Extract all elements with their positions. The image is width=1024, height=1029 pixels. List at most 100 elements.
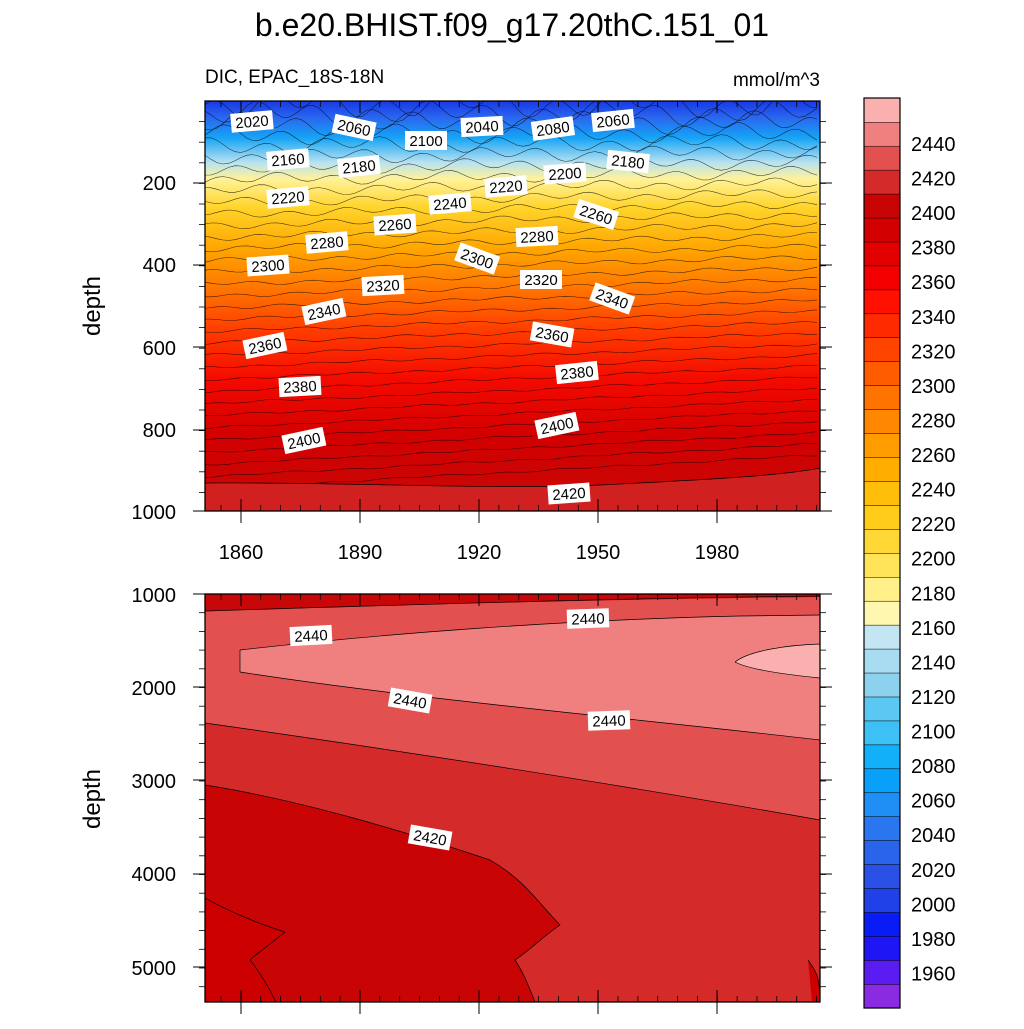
- contour-label: 2160: [266, 148, 310, 171]
- svg-text:2320: 2320: [524, 272, 557, 289]
- contour-label: 2400: [281, 426, 327, 455]
- chart-title: b.e20.BHIST.f09_g17.20thC.151_01: [255, 7, 769, 43]
- svg-text:2320: 2320: [366, 277, 400, 296]
- colorbar-box: [863, 816, 901, 841]
- contour-line: [205, 222, 818, 241]
- xtick-label: 1920: [457, 542, 502, 564]
- colorbar-box: [863, 217, 901, 243]
- colorbar-frame: [863, 97, 901, 1009]
- contour-line: [205, 333, 818, 356]
- xtick-label: 1950: [576, 542, 621, 564]
- colorbar-box: [863, 911, 901, 937]
- svg-text:2300: 2300: [251, 257, 285, 276]
- contour-line: [205, 288, 818, 309]
- contour-line: [205, 431, 818, 466]
- top-ytick-label: 600: [143, 338, 176, 360]
- bottom-ytick-label: 2000: [132, 678, 177, 700]
- svg-text:2280: 2280: [520, 228, 554, 247]
- svg-text:2040: 2040: [465, 118, 499, 137]
- top-panel-ticks: [193, 101, 832, 523]
- contour-line: [205, 722, 820, 821]
- contour-line: [205, 387, 818, 416]
- chart-units: mmol/m^3: [733, 70, 820, 91]
- svg-text:2420: 2420: [552, 485, 586, 504]
- colorbar-box: [863, 720, 901, 746]
- contour-line: [205, 595, 820, 612]
- contour-line: [239, 671, 820, 741]
- svg-text:2260: 2260: [378, 216, 412, 235]
- contour-label: 2080: [530, 116, 576, 141]
- contour-line: [205, 122, 818, 145]
- top-ytick-label: 1000: [132, 502, 177, 524]
- contour-label: 2440: [387, 687, 433, 714]
- svg-text:2180: 2180: [610, 152, 645, 172]
- colorbar-box: [863, 169, 901, 195]
- colorbar-box: [863, 672, 901, 698]
- svg-text:2200: 2200: [548, 165, 582, 184]
- contour-label: 2300: [246, 254, 290, 277]
- svg-text:2160: 2160: [271, 151, 306, 171]
- contour-label: 2220: [266, 186, 310, 209]
- colorbar-box: [863, 744, 901, 770]
- contour-label: 2060: [331, 113, 377, 142]
- contour-line: [205, 343, 818, 368]
- contour-line: [205, 243, 818, 263]
- contour-label: 2420: [407, 824, 453, 851]
- contour-line: [205, 166, 818, 185]
- region-2440: [240, 615, 820, 740]
- svg-text:2440: 2440: [294, 627, 328, 646]
- contour-line: [734, 661, 820, 679]
- contour-line: [205, 376, 818, 404]
- colorbar-label: 2240: [911, 480, 956, 502]
- colorbar-label: 2220: [911, 514, 956, 536]
- bottom-ylabel: depth: [79, 769, 106, 829]
- contour-label: 2260: [373, 213, 417, 236]
- colorbar-label: 2280: [911, 411, 956, 433]
- contour-label: 2360: [242, 331, 288, 360]
- colorbar-label: 2400: [911, 203, 956, 225]
- contour-label: 2400: [534, 411, 580, 440]
- colorbar-box: [863, 265, 901, 291]
- colorbar-label: 2420: [911, 169, 956, 191]
- colorbar-box: [863, 935, 901, 961]
- colorbar-label: 2340: [911, 307, 956, 329]
- bottom-contour-labels: 2440 2440 2440 2440 2420: [289, 608, 631, 851]
- contour-label: 2040: [460, 115, 504, 138]
- colorbar-box: [863, 864, 901, 889]
- contour-label: 2360: [529, 321, 575, 348]
- contour-label: 2380: [555, 360, 599, 385]
- colorbar-label: 2260: [911, 445, 956, 467]
- contour-label: 2440: [566, 608, 610, 629]
- colorbar-label: 2100: [911, 722, 956, 744]
- top-panel-frame: [204, 100, 821, 512]
- colorbar-label: 2140: [911, 652, 956, 674]
- region-2400-deep: [205, 898, 285, 1002]
- bottom-ytick-label: 4000: [132, 864, 177, 886]
- top-ylabel: depth: [79, 276, 106, 336]
- svg-text:2180: 2180: [342, 157, 377, 177]
- svg-text:2240: 2240: [433, 195, 468, 215]
- colorbar-box: [863, 792, 901, 817]
- colorbar-box: [863, 480, 901, 506]
- colorbar-box: [863, 888, 901, 913]
- colorbar-box: [863, 624, 901, 650]
- colorbar: 1960 1980 2000 2020 2040 2060 2080 2100 2120 2140…: [863, 97, 956, 1009]
- contour-label: 2060: [591, 108, 635, 133]
- colorbar-box: [863, 576, 901, 602]
- svg-text:2440: 2440: [392, 690, 428, 713]
- contour-line: [205, 277, 818, 298]
- colorbar-label: 1960: [911, 963, 956, 985]
- top-ytick-labels: 200 400 600 800 1000: [132, 173, 177, 524]
- bottom-panel-ticks: [193, 593, 832, 1014]
- colorbar-box: [863, 97, 901, 123]
- contour-line: [734, 643, 820, 663]
- colorbar-label: 2080: [911, 756, 956, 778]
- deep-fill-2420: [205, 468, 820, 511]
- colorbar-labels: 1960 1980 2000 2020 2040 2060 2080 2100 2120 2140…: [911, 134, 956, 985]
- top-contour-labels: 2020 2060 2100 2040 2080 2060 2160 2180 …: [230, 108, 650, 505]
- svg-text:2060: 2060: [596, 111, 631, 131]
- xtick-label: 1980: [695, 542, 740, 564]
- top-ytick-label: 400: [143, 255, 176, 277]
- svg-text:2380: 2380: [560, 363, 595, 383]
